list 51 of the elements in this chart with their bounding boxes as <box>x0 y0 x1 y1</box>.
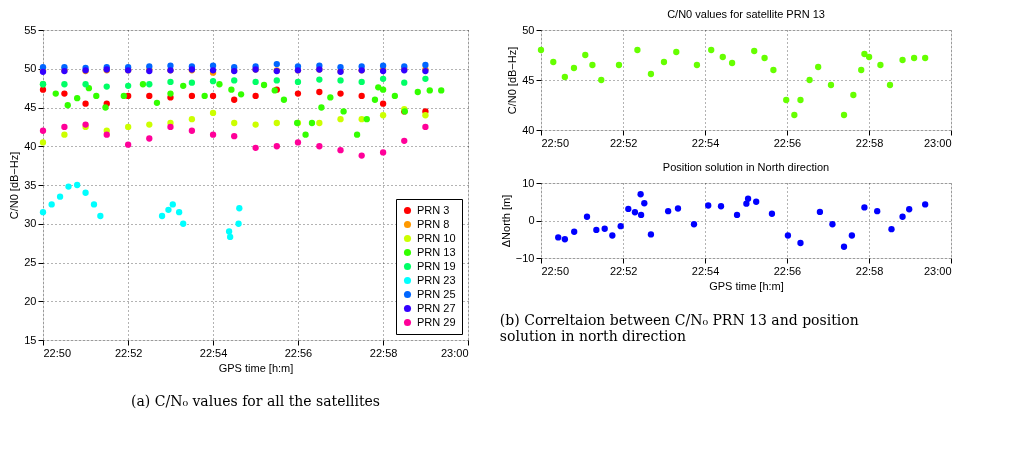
y-axis-title: ΔNorth [m] <box>499 194 512 248</box>
legend-label: PRN 23 <box>417 273 456 286</box>
text: (a) C/N₀ values for all the satellites <box>131 393 380 409</box>
text: (b) Correltaion between C/N₀ PRN 13 and position solution in north direction <box>499 311 859 344</box>
x-tick-label: 22:50 <box>43 346 72 359</box>
y-tick-label: 50 <box>24 62 37 75</box>
legend-label: PRN 3 <box>417 203 450 216</box>
x-tick-label: 22:54 <box>691 136 720 149</box>
y-tick-label: 40 <box>24 139 37 152</box>
chart-title: Position solution in North direction <box>662 161 830 173</box>
legend-label: PRN 13 <box>417 245 456 258</box>
x-tick-label: 23:00 <box>923 264 952 277</box>
x-tick-label: 22:56 <box>773 136 802 149</box>
legend-label: PRN 29 <box>417 315 456 328</box>
y-tick-label: 45 <box>24 101 37 113</box>
y-axis-title: C/N0 [dB−Hz] <box>8 151 21 220</box>
x-tick-label: 22:56 <box>284 346 313 359</box>
legend-label: PRN 25 <box>417 287 456 300</box>
x-tick-label: 22:58 <box>369 346 398 359</box>
x-tick-label: 22:50 <box>541 264 570 277</box>
y-tick-label: 10 <box>522 176 535 189</box>
legend-label: PRN 27 <box>417 301 456 314</box>
y-tick-label: 30 <box>24 217 37 230</box>
y-axis-title: C/N0 [dB−Hz] <box>506 46 519 115</box>
x-tick-label: 23:00 <box>923 136 952 149</box>
legend-label: PRN 8 <box>417 217 450 230</box>
x-axis-title: GPS time [h:m] <box>709 279 784 292</box>
chart-title: C/N0 values for satellite PRN 13 <box>667 8 825 20</box>
x-tick-label: 22:52 <box>114 346 143 359</box>
y-tick-label: −10 <box>515 251 535 264</box>
y-tick-label: 35 <box>24 178 37 191</box>
x-tick-label: 22:56 <box>773 264 802 277</box>
y-tick-label: 15 <box>24 333 37 346</box>
x-axis-title: GPS time [h:m] <box>218 361 294 374</box>
y-tick-label: 20 <box>24 294 37 307</box>
legend-label: PRN 10 <box>417 231 456 244</box>
x-tick-label: 22:58 <box>855 264 884 277</box>
x-tick-label: 23:00 <box>440 346 469 359</box>
y-tick-label: 50 <box>522 23 535 36</box>
y-tick-label: 55 <box>24 23 37 36</box>
y-tick-label: 0 <box>528 214 535 226</box>
x-tick-label: 22:52 <box>609 264 638 277</box>
x-tick-label: 22:54 <box>691 264 720 277</box>
x-tick-label: 22:52 <box>609 136 638 149</box>
x-tick-label: 22:58 <box>855 136 884 149</box>
x-tick-label: 22:50 <box>541 136 570 149</box>
x-tick-label: 22:54 <box>199 346 228 359</box>
y-tick-label: 40 <box>522 123 535 136</box>
legend-label: PRN 19 <box>417 259 456 272</box>
y-tick-label: 45 <box>522 73 535 86</box>
y-tick-label: 25 <box>24 256 37 268</box>
